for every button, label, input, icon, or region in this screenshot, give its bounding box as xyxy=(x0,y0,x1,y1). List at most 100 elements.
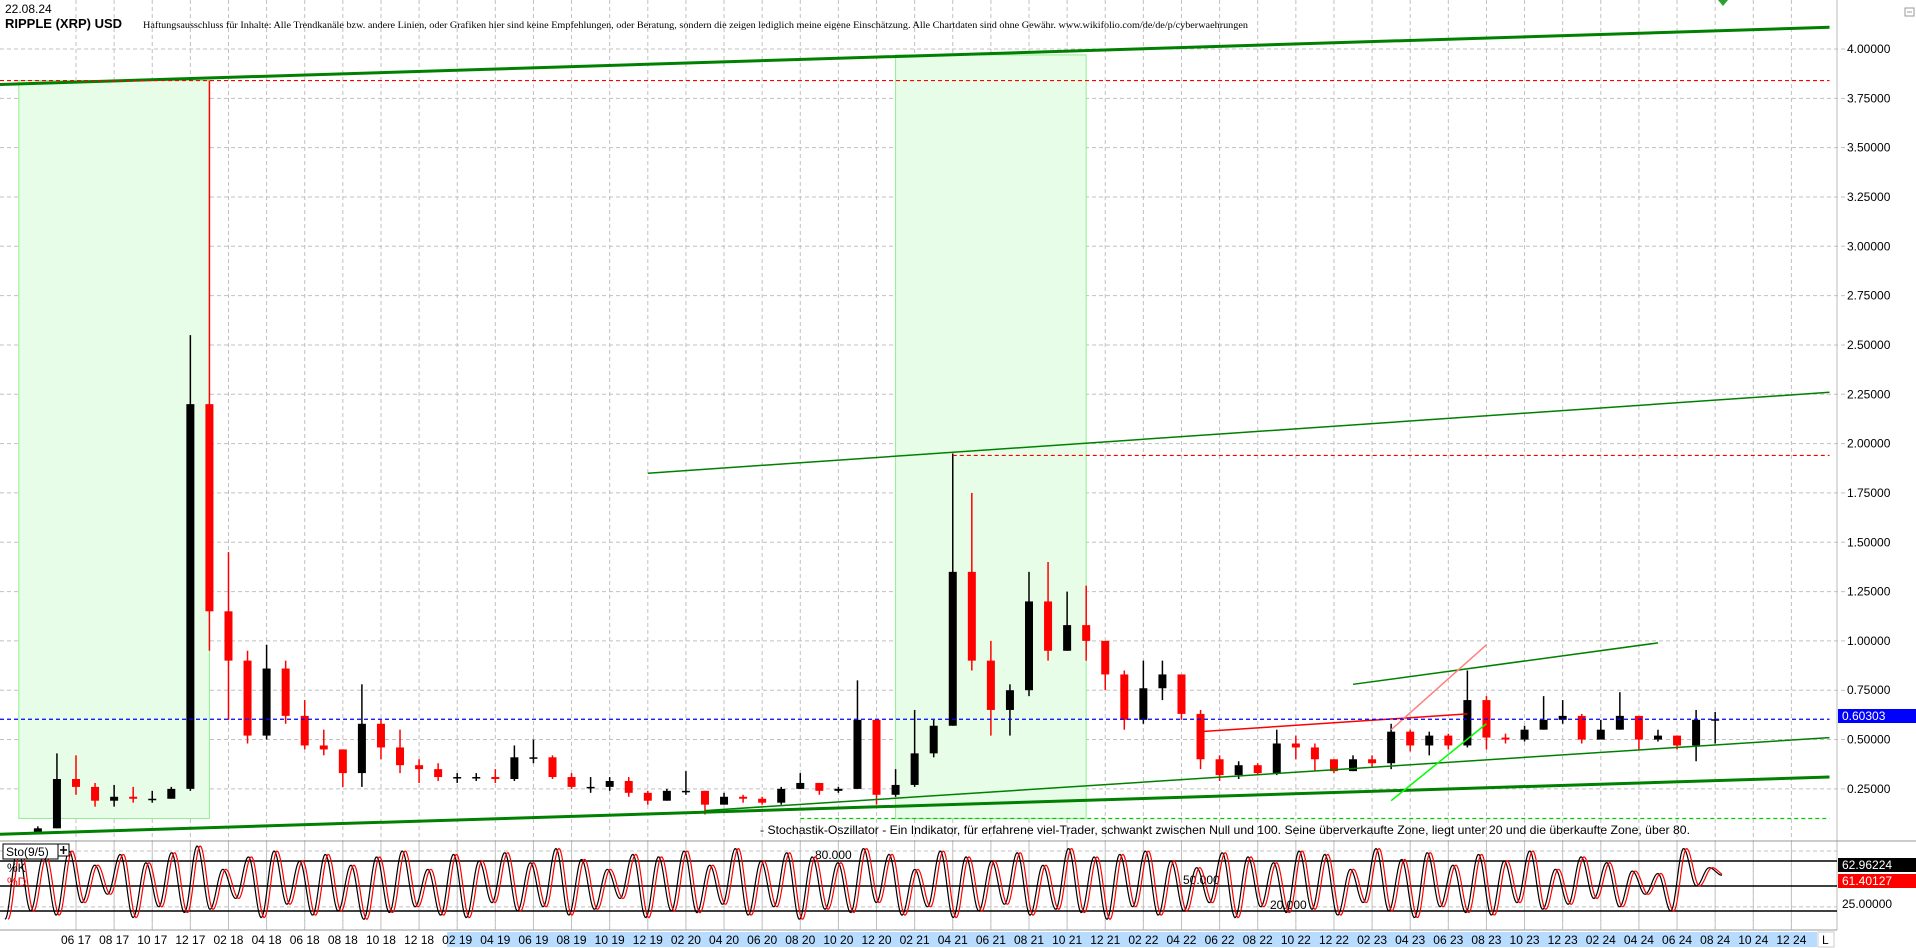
stoch-level-label: 80.000 xyxy=(815,848,852,862)
candle-body xyxy=(1158,674,1167,689)
candle-body xyxy=(338,749,347,774)
x-axis-end-label[interactable]: L xyxy=(1822,933,1829,947)
candle-body xyxy=(1253,765,1262,774)
x-tick-label: 02 22 xyxy=(1128,933,1158,947)
candle-body xyxy=(1425,735,1434,746)
x-tick-label: 08 21 xyxy=(1014,933,1044,947)
candle-body xyxy=(1120,674,1129,720)
candle-body xyxy=(1577,715,1586,740)
x-tick-label: 12 24 xyxy=(1776,933,1806,947)
y-tick-label: 2.75000 xyxy=(1847,289,1891,303)
x-tick-label: 04 23 xyxy=(1395,933,1425,947)
x-tick-label: 06 24 xyxy=(1662,933,1692,947)
k-line xyxy=(4,845,1723,921)
x-tick-label: 06 17 xyxy=(61,933,91,947)
y-tick-label: 2.00000 xyxy=(1847,437,1891,451)
candle-body xyxy=(205,404,214,612)
candle-body xyxy=(605,780,614,787)
y-tick-label: 0.50000 xyxy=(1847,733,1891,747)
x-tick-label: 06 20 xyxy=(747,933,777,947)
candle-body xyxy=(491,777,500,780)
x-tick-label: 04 19 xyxy=(480,933,510,947)
candle-body xyxy=(624,780,633,793)
candle-body xyxy=(281,668,290,716)
candle-body xyxy=(1329,759,1338,772)
indicator-caption: - Stochastik-Oszillator - Ein Indikator,… xyxy=(760,823,1690,837)
x-tick-label: 12 23 xyxy=(1548,933,1578,947)
candle-body xyxy=(1558,715,1567,720)
candle-body xyxy=(1406,731,1415,746)
x-tick-label: 08 20 xyxy=(785,933,815,947)
candle-body xyxy=(1234,765,1243,776)
candle-body xyxy=(529,757,538,759)
x-tick-label: 08 18 xyxy=(328,933,358,947)
trendline xyxy=(0,775,1830,836)
k-legend: %K xyxy=(7,861,26,875)
candle-body xyxy=(758,798,767,803)
y-tick-label: 1.00000 xyxy=(1847,634,1891,648)
y-tick-label: 0.75000 xyxy=(1847,683,1891,697)
x-tick-label: 04 24 xyxy=(1624,933,1654,947)
x-tick-label: 04 18 xyxy=(252,933,282,947)
candle-body xyxy=(548,757,557,778)
d-legend: %D xyxy=(7,875,27,889)
x-tick-label: 10 22 xyxy=(1281,933,1311,947)
x-tick-label: 10 24 xyxy=(1738,933,1768,947)
x-tick-label: 04 22 xyxy=(1166,933,1196,947)
y-tick-label: 3.25000 xyxy=(1847,190,1891,204)
candle-body xyxy=(33,828,42,833)
x-tick-label: 02 19 xyxy=(442,933,472,947)
candle-body xyxy=(167,788,176,799)
candle-body xyxy=(1063,625,1072,651)
candle-body xyxy=(1673,735,1682,746)
candle-body xyxy=(681,790,690,793)
x-tick-label: 08 19 xyxy=(557,933,587,947)
candle-body xyxy=(891,784,900,795)
candle-body xyxy=(319,745,328,750)
x-axis-highlight[interactable] xyxy=(447,932,1817,947)
candle-body xyxy=(929,725,938,754)
x-tick-label: 02 20 xyxy=(671,933,701,947)
candle-body xyxy=(1634,715,1643,740)
x-tick-label: 06 18 xyxy=(290,933,320,947)
candle-body xyxy=(224,611,233,661)
y-tick-label: 2.50000 xyxy=(1847,338,1891,352)
x-axis-end-button[interactable] xyxy=(1817,931,1835,948)
trendline xyxy=(704,736,1830,812)
candle-body xyxy=(396,747,405,766)
x-tick-label: 08 22 xyxy=(1243,933,1273,947)
candle-body xyxy=(777,788,786,803)
candle-body xyxy=(796,782,805,789)
indicator-name: Sto(9/5) xyxy=(6,845,49,859)
x-tick-label: 06 19 xyxy=(518,933,548,947)
y-tick-label: 2.25000 xyxy=(1847,387,1891,401)
candle-body xyxy=(700,790,709,805)
candle-body xyxy=(1025,601,1033,691)
x-tick-label: 10 23 xyxy=(1510,933,1540,947)
candle-body xyxy=(1310,747,1319,760)
chart-title: RIPPLE (XRP) USD xyxy=(5,16,122,31)
candle-body xyxy=(853,719,862,789)
candle-body xyxy=(453,777,462,779)
y-tick-label: 0.25000 xyxy=(1847,782,1891,796)
x-tick-label: 12 17 xyxy=(175,933,205,947)
x-tick-label: 08 24 xyxy=(1700,933,1730,947)
candle-body xyxy=(1272,743,1281,774)
candle-body xyxy=(872,719,881,795)
arrow-down-icon xyxy=(1718,0,1728,6)
candle-body xyxy=(415,765,424,770)
y-tick-label: 3.50000 xyxy=(1847,141,1891,155)
trendline xyxy=(1390,644,1487,731)
candle-body xyxy=(1387,731,1396,764)
candle-body xyxy=(72,779,80,787)
candle-body xyxy=(1653,735,1662,740)
d-value-box xyxy=(1838,874,1916,888)
x-tick-label: 02 21 xyxy=(900,933,930,947)
candle-body xyxy=(948,571,957,726)
trendlines xyxy=(0,25,1830,836)
candle-body xyxy=(148,798,157,801)
x-tick-label: 04 21 xyxy=(938,933,968,947)
candle-body xyxy=(1005,690,1014,710)
candle-body xyxy=(510,757,519,780)
